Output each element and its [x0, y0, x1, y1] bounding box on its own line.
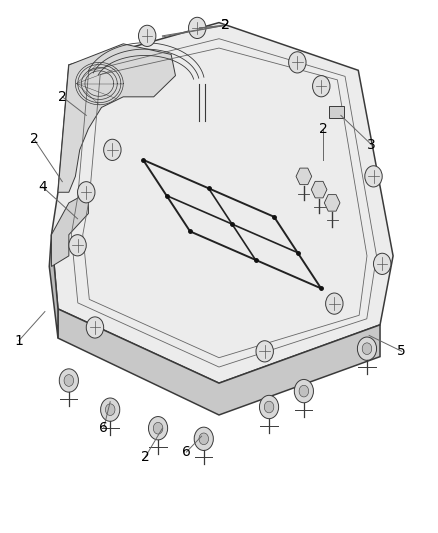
- Circle shape: [59, 369, 78, 392]
- Polygon shape: [49, 235, 58, 338]
- Circle shape: [357, 337, 377, 360]
- Polygon shape: [58, 309, 380, 415]
- Circle shape: [374, 253, 391, 274]
- Text: 2: 2: [30, 132, 39, 146]
- Circle shape: [148, 417, 168, 440]
- Circle shape: [313, 76, 330, 97]
- Polygon shape: [58, 44, 176, 192]
- Polygon shape: [311, 181, 327, 198]
- Circle shape: [101, 398, 120, 421]
- Circle shape: [153, 422, 163, 434]
- Bar: [328, 107, 344, 118]
- Text: 2: 2: [319, 122, 328, 135]
- Circle shape: [259, 395, 279, 419]
- Text: 1: 1: [14, 334, 23, 348]
- Circle shape: [86, 317, 104, 338]
- Text: 6: 6: [99, 421, 108, 435]
- Circle shape: [362, 343, 372, 354]
- Circle shape: [289, 52, 306, 73]
- Text: 2: 2: [58, 90, 67, 104]
- Polygon shape: [296, 168, 312, 184]
- Circle shape: [199, 433, 208, 445]
- Circle shape: [325, 293, 343, 314]
- Circle shape: [194, 427, 213, 450]
- Text: 6: 6: [182, 445, 191, 459]
- Circle shape: [106, 404, 115, 416]
- Circle shape: [64, 375, 74, 386]
- Circle shape: [138, 25, 156, 46]
- Polygon shape: [324, 195, 340, 211]
- Circle shape: [264, 401, 274, 413]
- Circle shape: [256, 341, 273, 362]
- Text: 2: 2: [221, 18, 230, 33]
- Circle shape: [104, 139, 121, 160]
- Text: 5: 5: [397, 344, 406, 358]
- Text: 4: 4: [39, 180, 47, 194]
- Circle shape: [294, 379, 314, 403]
- Circle shape: [188, 17, 206, 38]
- Polygon shape: [51, 192, 88, 266]
- Circle shape: [365, 166, 382, 187]
- Circle shape: [299, 385, 309, 397]
- Text: 2: 2: [221, 18, 230, 33]
- Circle shape: [69, 235, 86, 256]
- Polygon shape: [51, 22, 393, 383]
- Text: 2: 2: [141, 450, 149, 464]
- Circle shape: [78, 182, 95, 203]
- Text: 3: 3: [367, 138, 376, 151]
